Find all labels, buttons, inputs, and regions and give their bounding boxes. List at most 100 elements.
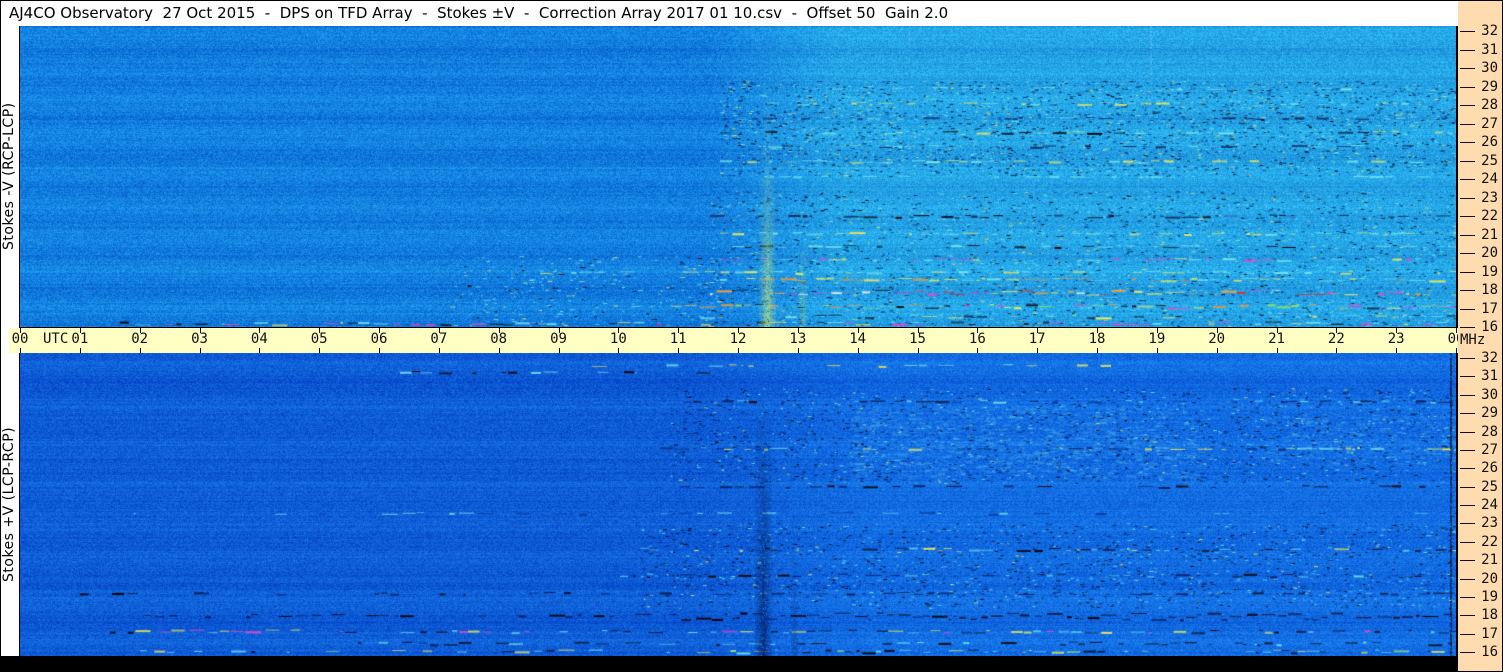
hour-tick-label: 20	[1208, 331, 1226, 347]
frequency-tick-mark	[1460, 376, 1475, 378]
hour-tick-label: 03	[191, 331, 208, 347]
frequency-tick-label: 23	[1481, 515, 1498, 532]
hour-tick-label: 10	[609, 331, 627, 347]
hour-tick-mark	[558, 348, 560, 353]
frequency-tick-label: 20	[1481, 245, 1498, 261]
hour-tick-mark	[977, 348, 979, 353]
time-axis: 00 01 02 03 04 05 06 07 08 09 10 11 12 13 14 15 16 17 18 19…	[9, 328, 1464, 353]
hour-tick-mark	[797, 328, 799, 333]
hour-tick-mark	[618, 348, 620, 353]
frequency-tick-mark	[1460, 652, 1475, 654]
hour-tick-mark	[917, 348, 919, 353]
frequency-tick-mark	[1460, 560, 1475, 562]
frequency-tick-mark	[1460, 308, 1475, 310]
frequency-tick-label: 27	[1481, 115, 1498, 132]
hour-tick-mark	[1396, 348, 1398, 353]
hour-tick-mark	[199, 328, 201, 333]
hour-tick-mark	[1276, 348, 1278, 353]
spectrogram-top-panel	[20, 26, 1456, 327]
hour-tick-mark	[1336, 348, 1338, 353]
hour-tick-mark	[379, 328, 380, 333]
hour-tick-mark	[1456, 328, 1457, 333]
frequency-tick-label: 25	[1481, 152, 1498, 169]
hour-tick-mark	[1396, 328, 1398, 333]
hour-tick-mark	[1037, 328, 1039, 333]
panel-label-stokes-plus-v: Stokes +V (LCP-RCP)	[1, 426, 17, 583]
hour-tick-mark	[1276, 328, 1278, 333]
hour-tick-mark	[917, 328, 919, 333]
hour-tick-label: 18	[1088, 331, 1106, 347]
hour-tick-label: 04	[250, 331, 268, 347]
panel-label-stokes-minus-v: Stokes -V (RCP-LCP)	[1, 102, 17, 251]
hour-tick-mark	[259, 348, 261, 353]
frequency-tick-label: 16	[1481, 319, 1498, 335]
frequency-tick-mark	[1460, 615, 1475, 617]
mhz-unit-label: MHz	[1460, 332, 1486, 348]
frequency-tick-label: 31	[1481, 41, 1498, 58]
hour-tick-mark	[1156, 348, 1158, 353]
frequency-tick-mark	[1460, 31, 1475, 32]
frequency-tick-label: 27	[1481, 441, 1498, 458]
frequency-tick-label: 31	[1481, 368, 1498, 385]
frequency-tick-label: 21	[1481, 552, 1498, 569]
frequency-tick-mark	[1460, 505, 1475, 507]
frequency-tick-mark	[1460, 179, 1475, 180]
frequency-tick-mark	[1460, 49, 1475, 51]
frequency-tick-label: 23	[1481, 189, 1498, 206]
hour-tick-mark	[1097, 348, 1098, 353]
hour-tick-label: 22	[1327, 331, 1345, 347]
frequency-tick-mark	[1460, 234, 1475, 236]
frequency-tick-mark	[1460, 468, 1475, 470]
hour-tick-mark	[79, 348, 81, 353]
frequency-tick-mark	[1460, 105, 1475, 106]
frequency-tick-label: 24	[1481, 171, 1498, 187]
hour-tick-label: 13	[789, 331, 807, 347]
hour-tick-label: 12	[729, 331, 747, 347]
hour-tick-mark	[1156, 328, 1158, 333]
hour-tick-mark	[379, 348, 380, 353]
frequency-tick-mark	[1460, 271, 1475, 273]
frequency-tick-label: 21	[1481, 226, 1498, 243]
hour-tick-label: 02	[131, 331, 149, 347]
frequency-tick-label: 29	[1481, 78, 1498, 95]
hour-tick-label: 11	[669, 331, 687, 347]
hour-tick-mark	[977, 328, 979, 333]
frequency-tick-label: 26	[1481, 460, 1498, 477]
frequency-tick-mark	[1460, 160, 1475, 162]
frequency-tick-mark	[1460, 123, 1475, 125]
hour-tick-mark	[498, 348, 500, 353]
frequency-tick-label: 17	[1481, 300, 1498, 317]
hour-tick-label: 21	[1268, 331, 1285, 347]
frequency-tick-mark	[1460, 86, 1475, 88]
frequency-tick-mark	[1460, 449, 1475, 451]
frequency-tick-label: 29	[1481, 405, 1498, 422]
spectrogram-bottom-panel	[20, 353, 1456, 656]
frequency-tick-mark	[1460, 394, 1475, 396]
frequency-axis-column: 32 31 30 29 28 27 26 25 24 23 22 21 20 19 18 17 16 32 31 30…	[1458, 1, 1502, 671]
hour-tick-label: 07	[430, 331, 448, 347]
hour-tick-mark	[259, 328, 261, 333]
frequency-tick-mark	[1460, 541, 1475, 543]
frequency-tick-label: 19	[1481, 263, 1498, 280]
frequency-tick-label: 18	[1481, 282, 1498, 298]
hour-tick-label: 09	[550, 331, 567, 347]
hour-tick-mark	[199, 348, 201, 353]
hour-tick-mark	[438, 348, 440, 353]
frequency-tick-label: 32	[1481, 350, 1498, 366]
frequency-tick-label: 24	[1481, 497, 1498, 514]
hour-tick-mark	[79, 328, 81, 333]
hour-tick-mark	[857, 328, 859, 333]
frequency-tick-mark	[1460, 197, 1475, 199]
hour-tick-mark	[1097, 328, 1098, 333]
frequency-tick-mark	[1460, 68, 1475, 69]
spectrogram-bottom-frame	[19, 353, 1457, 656]
frequency-tick-mark	[1460, 578, 1475, 580]
hour-tick-mark	[618, 328, 620, 333]
frequency-tick-mark	[1460, 358, 1475, 359]
frequency-tick-mark	[1460, 486, 1475, 488]
title-bar: AJ4CO Observatory 27 Oct 2015 - DPS on T…	[1, 1, 1458, 26]
frequency-tick-mark	[1460, 413, 1475, 415]
hour-tick-mark	[797, 348, 799, 353]
hour-tick-label: 00	[11, 331, 29, 347]
